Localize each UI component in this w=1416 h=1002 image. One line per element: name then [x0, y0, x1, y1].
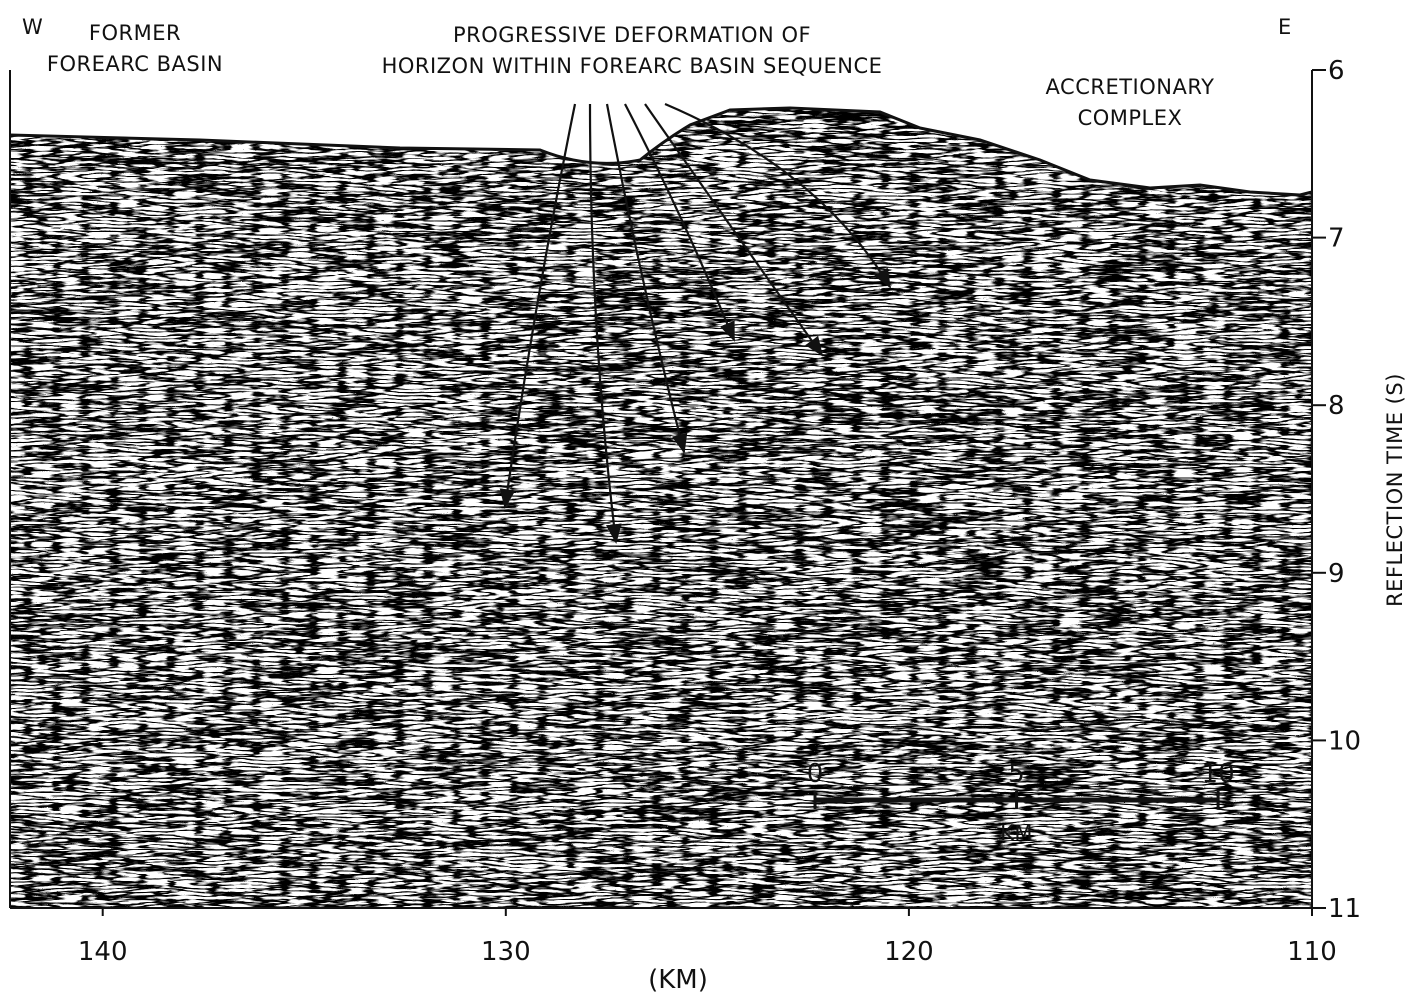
scale-bar-label: 10 [1202, 759, 1235, 789]
arrow [624, 103, 736, 342]
annotation: FORMER [89, 21, 181, 45]
x-axis-label: (KM) [648, 965, 708, 995]
arrows [499, 102, 892, 544]
y-tick-label: 11 [1328, 894, 1361, 924]
x-tick-label: 120 [884, 937, 934, 967]
x-tick-label: 140 [78, 937, 128, 967]
x-tick-label: 130 [481, 937, 531, 967]
annotation: PROGRESSIVE DEFORMATION OF [453, 23, 811, 47]
y-tick-label: 6 [1328, 56, 1345, 86]
west-label: W [22, 15, 43, 39]
y-tick-label: 9 [1328, 559, 1345, 589]
y-tick-label: 10 [1328, 726, 1361, 756]
scale-bar-label: 0 [807, 759, 824, 789]
arrow [644, 103, 824, 357]
annotation: COMPLEX [1078, 106, 1183, 130]
arrow [588, 103, 622, 544]
y-tick-label: 8 [1328, 391, 1345, 421]
arrow [605, 103, 688, 454]
x-tick-label: 110 [1287, 937, 1337, 967]
scale-bar-unit: KM [1000, 821, 1033, 845]
east-label: E [1278, 15, 1292, 39]
annotation: ACCRETIONARY [1046, 75, 1215, 99]
annotation: FOREARC BASIN [47, 52, 223, 76]
frame [9, 70, 1313, 909]
arrow [664, 102, 892, 289]
arrow [499, 103, 577, 509]
scale-bar-label: 5 [1008, 759, 1025, 789]
y-tick-label: 7 [1328, 224, 1345, 254]
seafloor-reflector [9, 106, 1313, 197]
y-axis-label: REFLECTION TIME (S) [1383, 373, 1407, 607]
seismic-texture [10, 108, 1312, 908]
annotation: HORIZON WITHIN FOREARC BASIN SEQUENCE [382, 54, 883, 78]
